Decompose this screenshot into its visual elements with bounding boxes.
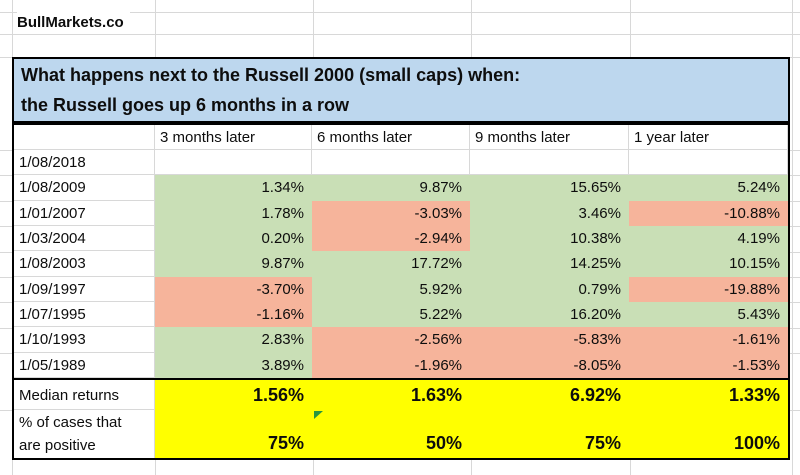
return-cell[interactable]: -2.56% <box>312 327 470 353</box>
empty-cell[interactable] <box>312 150 470 176</box>
return-cell[interactable]: 4.19% <box>629 225 788 252</box>
gridline-horizontal <box>0 34 800 35</box>
median-value[interactable]: 1.56% <box>155 380 312 410</box>
empty-cell[interactable] <box>629 150 788 176</box>
return-cell[interactable]: -10.88% <box>629 200 788 226</box>
return-cell[interactable]: 10.38% <box>470 225 629 252</box>
median-value[interactable]: 1.63% <box>312 380 470 410</box>
return-cell[interactable]: 15.65% <box>470 175 629 201</box>
return-cell[interactable]: 5.22% <box>312 301 470 328</box>
row-date[interactable]: 1/07/1995 <box>14 301 155 328</box>
return-cell[interactable]: 5.92% <box>312 276 470 302</box>
gridline-horizontal <box>0 12 800 13</box>
return-cell[interactable]: -1.96% <box>312 352 470 378</box>
summary-table: Median returns 1.56% 1.63% 6.92% 1.33% % of c… <box>12 378 790 460</box>
column-header[interactable]: 1 year later <box>629 125 788 150</box>
return-cell[interactable]: -1.61% <box>629 327 788 353</box>
positive-cases-value[interactable]: 50% <box>312 410 470 458</box>
return-cell[interactable]: 0.79% <box>470 276 629 302</box>
positive-cases-value[interactable]: 100% <box>629 410 788 458</box>
formula-warning-triangle-icon <box>314 411 323 419</box>
return-cell[interactable]: 0.20% <box>155 225 312 252</box>
row-date[interactable]: 1/08/2003 <box>14 251 155 277</box>
gridline-vertical <box>792 0 793 475</box>
empty-cell[interactable] <box>470 150 629 176</box>
title-line-1: What happens next to the Russell 2000 (s… <box>21 65 521 85</box>
return-cell[interactable]: 14.25% <box>470 251 629 277</box>
column-header[interactable]: 6 months later <box>312 125 470 150</box>
return-cell[interactable]: -2.94% <box>312 225 470 252</box>
median-label[interactable]: Median returns <box>14 380 155 410</box>
return-cell[interactable]: 5.24% <box>629 175 788 201</box>
row-date[interactable]: 1/09/1997 <box>14 276 155 302</box>
return-cell[interactable]: 10.15% <box>629 251 788 277</box>
return-cell[interactable]: 1.78% <box>155 200 312 226</box>
positive-cases-value[interactable]: 75% <box>155 410 312 458</box>
return-cell[interactable]: 9.87% <box>312 175 470 201</box>
row-date[interactable]: 1/10/1993 <box>14 327 155 353</box>
row-date[interactable]: 1/03/2004 <box>14 225 155 252</box>
return-cell[interactable]: -1.53% <box>629 352 788 378</box>
corner-cell[interactable] <box>14 125 155 150</box>
return-cell[interactable]: 3.89% <box>155 352 312 378</box>
row-date[interactable]: 1/01/2007 <box>14 200 155 226</box>
column-header[interactable]: 3 months later <box>155 125 312 150</box>
return-cell[interactable]: 3.46% <box>470 200 629 226</box>
return-cell[interactable]: -19.88% <box>629 276 788 302</box>
positive-cases-label-line: are positive <box>19 437 96 454</box>
column-header[interactable]: 9 months later <box>470 125 629 150</box>
return-cell[interactable]: 5.43% <box>629 301 788 328</box>
return-cell[interactable]: -1.16% <box>155 301 312 328</box>
return-cell[interactable]: 9.87% <box>155 251 312 277</box>
empty-cell[interactable] <box>155 150 312 176</box>
return-cell[interactable]: -3.70% <box>155 276 312 302</box>
title-line-2: the Russell goes up 6 months in a row <box>21 95 350 115</box>
positive-cases-label-line: % of cases that <box>19 414 122 431</box>
row-date[interactable]: 1/05/1989 <box>14 352 155 378</box>
return-cell[interactable]: -5.83% <box>470 327 629 353</box>
return-cell[interactable]: 16.20% <box>470 301 629 328</box>
return-cell[interactable]: -3.03% <box>312 200 470 226</box>
return-cell[interactable]: -8.05% <box>470 352 629 378</box>
row-date[interactable]: 1/08/2018 <box>14 150 155 176</box>
return-cell[interactable]: 2.83% <box>155 327 312 353</box>
return-cell[interactable]: 1.34% <box>155 175 312 201</box>
returns-table: 3 months later 6 months later 9 months lat… <box>12 123 790 380</box>
brand-cell[interactable]: BullMarkets.co <box>17 11 130 34</box>
return-cell[interactable]: 17.72% <box>312 251 470 277</box>
positive-cases-value[interactable]: 75% <box>470 410 629 458</box>
positive-cases-label[interactable]: % of cases that are positive <box>14 410 155 458</box>
median-value[interactable]: 1.33% <box>629 380 788 410</box>
row-date[interactable]: 1/08/2009 <box>14 175 155 201</box>
median-value[interactable]: 6.92% <box>470 380 629 410</box>
title-box[interactable]: What happens next to the Russell 2000 (s… <box>12 57 790 123</box>
